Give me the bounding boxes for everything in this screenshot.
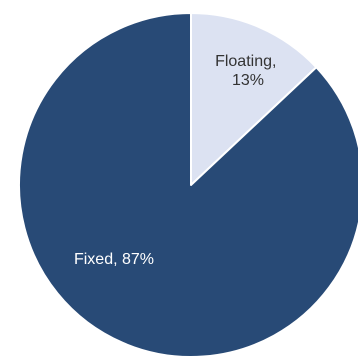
slice-label-fixed-line1: Fixed, 87% xyxy=(74,251,154,268)
pie-slices xyxy=(18,12,358,358)
pie-slice-fixed xyxy=(18,12,358,358)
pie-labels: Floating, 13% Fixed, 87% xyxy=(74,53,281,268)
pie-slice-floating xyxy=(190,12,318,186)
slice-label-floating-line2: 13% xyxy=(232,72,264,89)
slice-label-fixed: Fixed, 87% xyxy=(74,251,154,268)
slice-label-floating: Floating, 13% xyxy=(215,53,281,89)
slice-label-floating-line1: Floating, xyxy=(215,53,276,70)
